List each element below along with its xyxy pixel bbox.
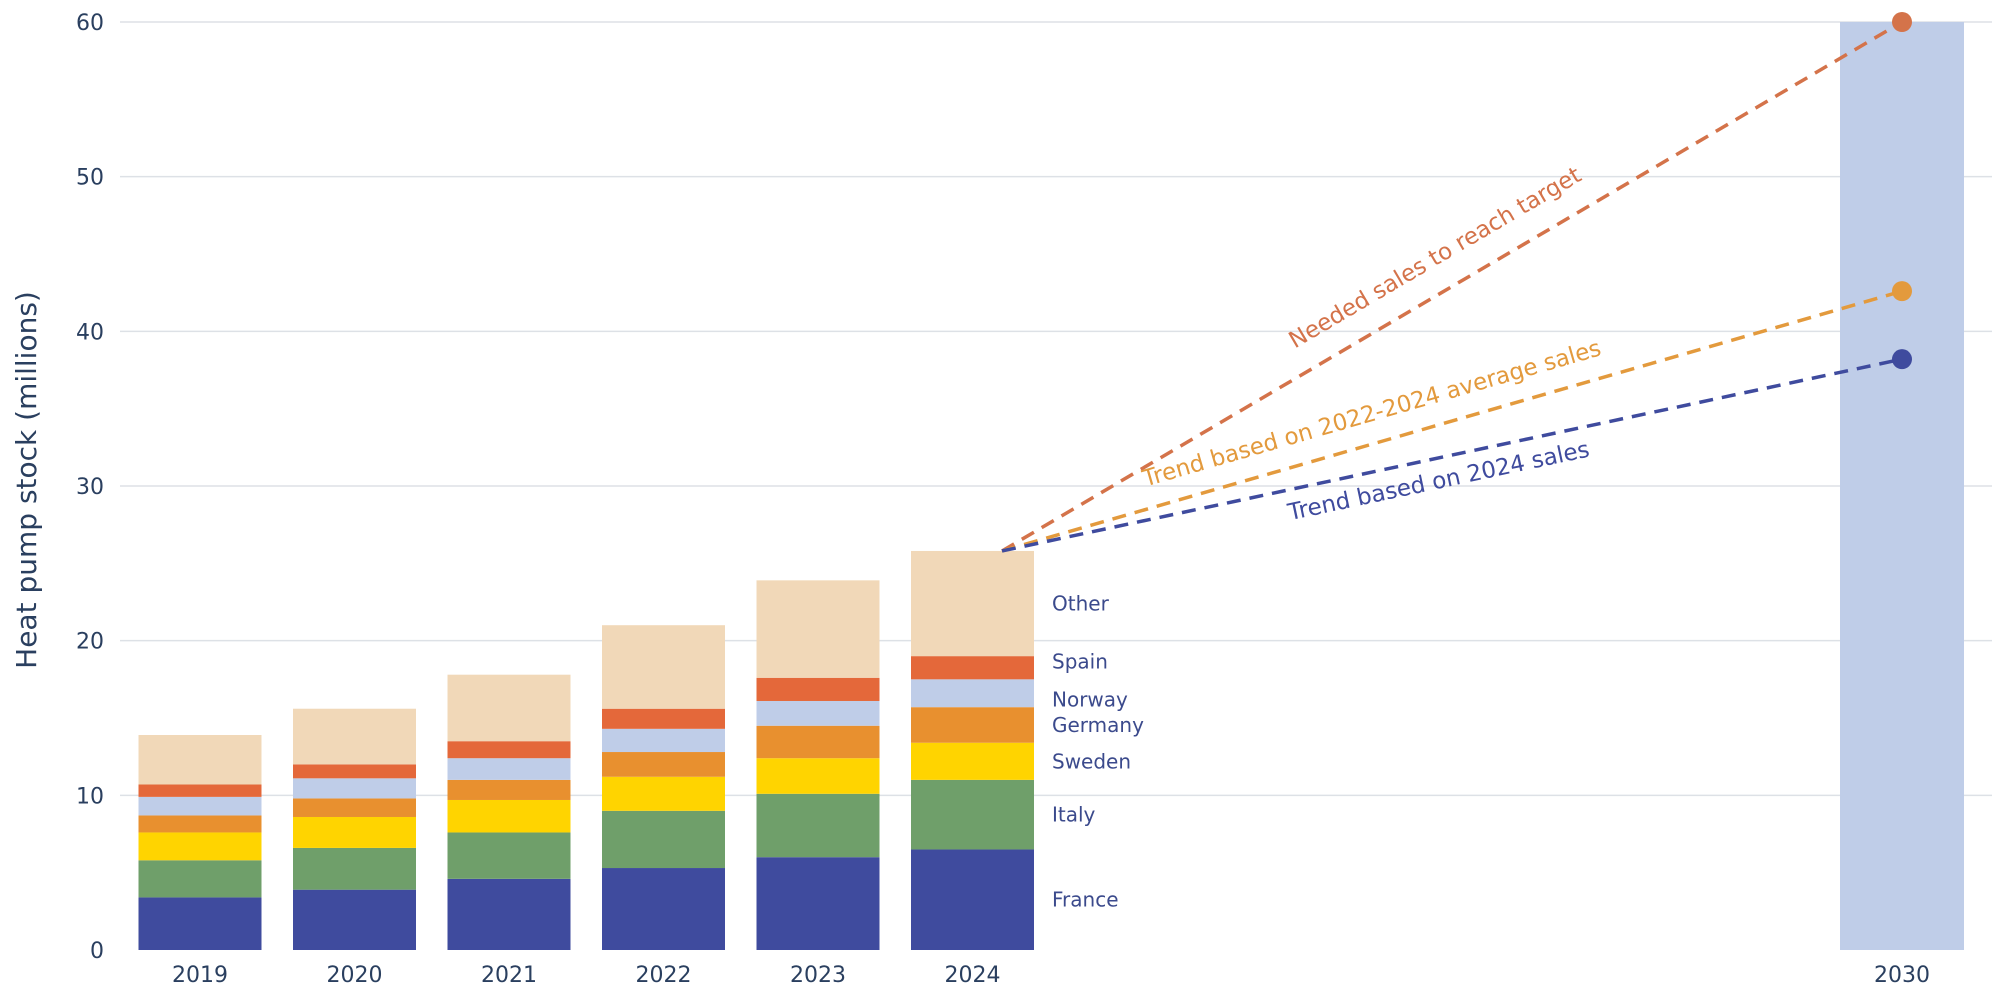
bar-segment-sweden-2019 xyxy=(138,832,262,861)
bar-segment-germany-2021 xyxy=(447,779,571,800)
bar-segment-sweden-2020 xyxy=(293,816,416,848)
bar-segment-italy-2020 xyxy=(293,847,416,890)
bar-segment-norway-2020 xyxy=(293,778,416,799)
x-tick-label-2019: 2019 xyxy=(172,963,228,986)
y-tick-label: 40 xyxy=(76,320,104,345)
bar-segment-spain-2024 xyxy=(911,656,1034,680)
bar-segment-italy-2019 xyxy=(138,860,262,898)
bar-segment-sweden-2023 xyxy=(756,758,880,794)
y-tick-label: 0 xyxy=(90,939,104,964)
bar-segment-france-2020 xyxy=(293,889,416,950)
trend-label-needed-sales-to-reach-target: Needed sales to reach target xyxy=(1285,162,1586,354)
bar-segment-norway-2019 xyxy=(138,796,262,816)
y-tick-label: 20 xyxy=(76,630,104,655)
trend-label-group: Needed sales to reach target xyxy=(1285,162,1586,354)
bar-segment-norway-2022 xyxy=(602,728,725,753)
y-tick-label: 60 xyxy=(76,11,104,36)
bar-segment-spain-2022 xyxy=(602,708,725,729)
bar-segment-other-2019 xyxy=(138,735,262,785)
segment-label-italy: Italy xyxy=(1052,803,1096,827)
bar-segment-norway-2021 xyxy=(447,758,571,780)
segment-label-france: France xyxy=(1052,888,1119,912)
bar-segment-france-2023 xyxy=(756,857,880,950)
trend-line-trend-based-on-2022-2024-average-sales xyxy=(1001,289,1903,553)
x-tick-label-2021: 2021 xyxy=(481,963,537,986)
bar-segment-other-2023 xyxy=(756,580,880,678)
target-bar-2030 xyxy=(1840,22,1964,950)
segment-label-germany: Germany xyxy=(1052,713,1144,737)
segment-label-other: Other xyxy=(1052,592,1110,616)
x-axis-ticks: 2019 2020 2021 2022 2023 2024 2030 xyxy=(172,963,1930,986)
trend-lines: Needed sales to reach target Trend based … xyxy=(1001,12,1912,553)
y-tick-label: 50 xyxy=(76,166,104,191)
bar-segment-other-2022 xyxy=(602,625,725,709)
trend-label-group: Trend based on 2024 sales xyxy=(1285,437,1592,527)
y-axis-ticks: 0 10 20 30 40 50 60 xyxy=(76,11,104,964)
bar-segment-italy-2023 xyxy=(756,793,880,858)
bar-segment-spain-2019 xyxy=(138,784,262,797)
trend-line-trend-based-on-2024-sales xyxy=(1001,357,1903,553)
bar-segment-spain-2021 xyxy=(447,741,571,759)
bar-segment-italy-2022 xyxy=(602,810,725,869)
bar-segment-spain-2020 xyxy=(293,764,416,779)
bar-segment-sweden-2024 xyxy=(911,742,1034,780)
y-axis-title: Heat pump stock (millions) xyxy=(10,291,43,669)
bar-segment-other-2020 xyxy=(293,708,416,765)
x-tick-label-2030: 2030 xyxy=(1874,963,1930,986)
bar-segment-germany-2022 xyxy=(602,752,725,777)
bar-segment-germany-2023 xyxy=(756,725,880,759)
y-tick-label: 30 xyxy=(76,475,104,500)
x-tick-label-2022: 2022 xyxy=(636,963,692,986)
segment-label-sweden: Sweden xyxy=(1052,749,1131,773)
trend-endpoint-trend-based-on-2022-2024-average-sales xyxy=(1892,281,1912,302)
trend-endpoint-trend-based-on-2024-sales xyxy=(1892,349,1912,370)
bar-segment-france-2022 xyxy=(602,868,725,950)
bar-segment-norway-2023 xyxy=(756,700,880,726)
x-tick-label-2024: 2024 xyxy=(945,963,1001,986)
segment-label-norway: Norway xyxy=(1052,687,1128,711)
bar-segment-germany-2020 xyxy=(293,798,416,817)
trend-label-trend-based-on-2024-sales: Trend based on 2024 sales xyxy=(1285,437,1592,527)
bar-segment-other-2024 xyxy=(911,550,1034,657)
bar-segment-sweden-2021 xyxy=(447,799,571,833)
bar-segment-germany-2019 xyxy=(138,815,262,833)
bar-segment-germany-2024 xyxy=(911,707,1034,743)
bar-segment-france-2021 xyxy=(447,878,571,950)
y-tick-label: 10 xyxy=(76,784,104,809)
x-tick-label-2023: 2023 xyxy=(790,963,846,986)
x-tick-label-2020: 2020 xyxy=(327,963,383,986)
segment-label-spain: Spain xyxy=(1052,650,1108,674)
stacked-bars xyxy=(138,550,1034,950)
gridlines xyxy=(120,21,1992,797)
bar-segment-italy-2021 xyxy=(447,832,571,879)
trend-line-needed-sales-to-reach-target xyxy=(1001,20,1903,553)
bar-segment-norway-2024 xyxy=(911,679,1034,708)
trend-endpoint-needed-sales-to-reach-target xyxy=(1892,12,1912,32)
bar-segment-france-2019 xyxy=(138,897,262,950)
bar-segment-italy-2024 xyxy=(911,779,1034,850)
target-2030 xyxy=(1840,22,1964,950)
bar-segment-france-2024 xyxy=(911,849,1034,950)
bar-segment-spain-2023 xyxy=(756,677,880,701)
bar-segment-other-2021 xyxy=(447,674,571,742)
bar-segment-sweden-2022 xyxy=(602,776,725,811)
